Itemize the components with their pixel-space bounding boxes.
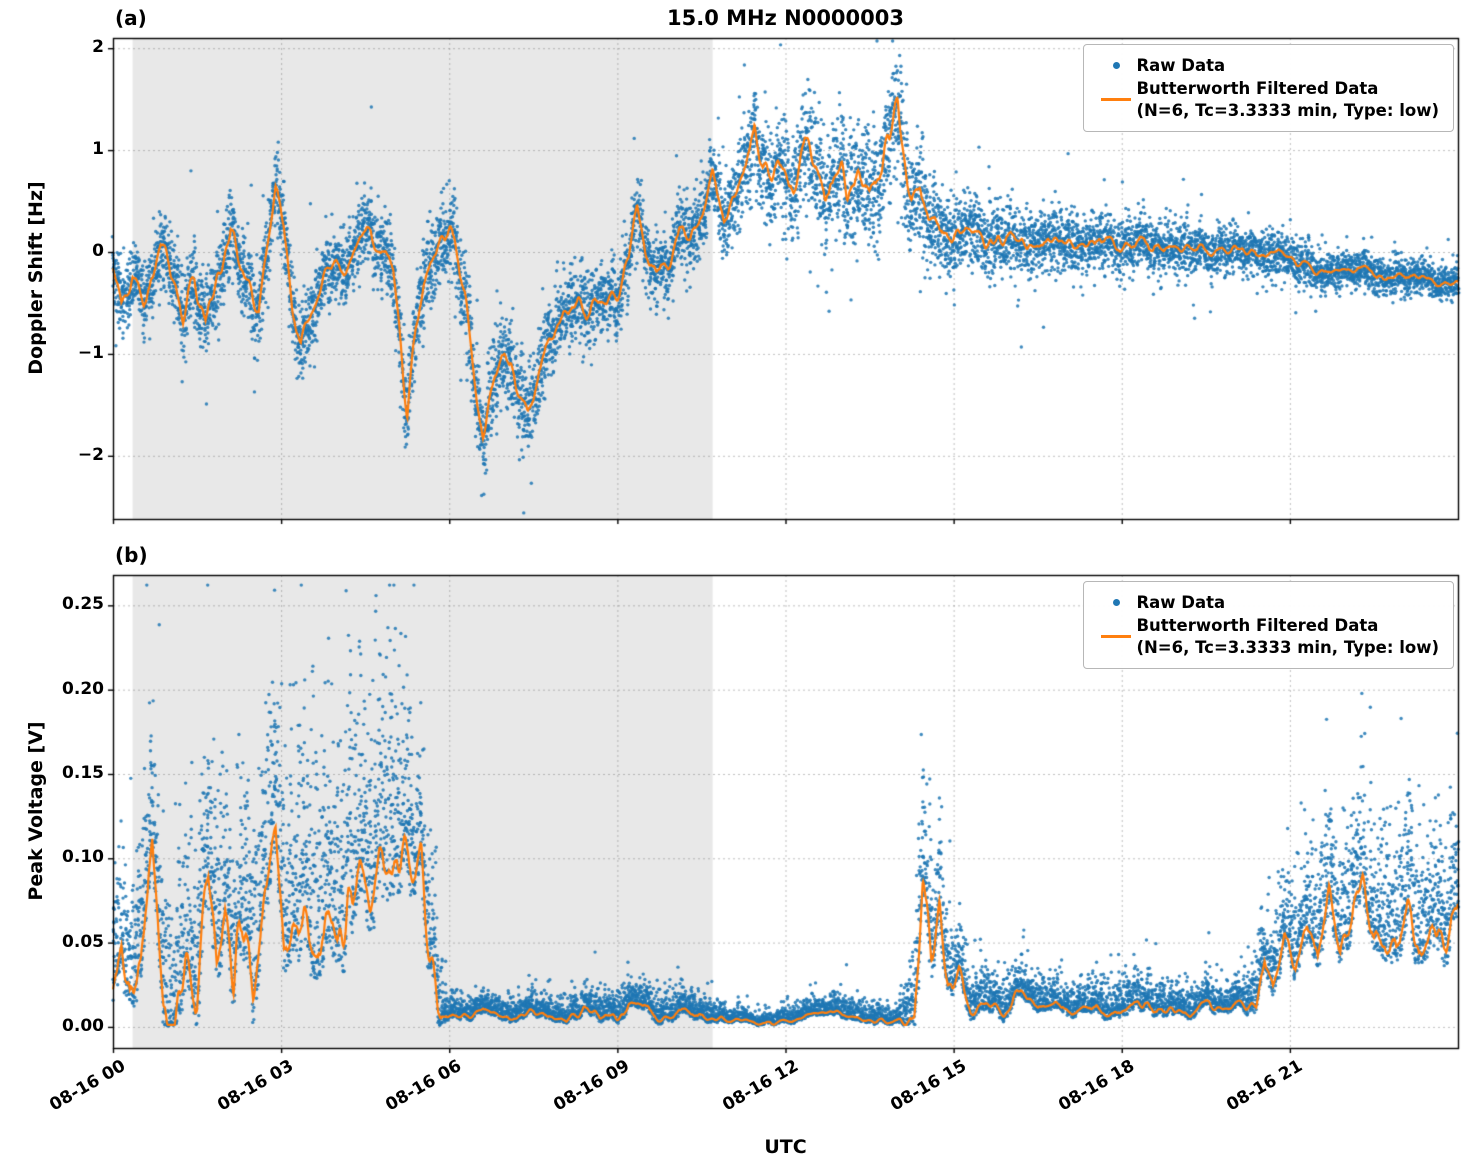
panel-b-ylabel: Peak Voltage [V] [25, 721, 47, 901]
y-tick-label: 0 [92, 241, 104, 261]
y-tick-label: 2 [92, 37, 104, 58]
legend-raw-label: Raw Data [1136, 56, 1226, 75]
legend-entry-filtered: Butterworth Filtered Data (N=6, Tc=3.333… [1096, 615, 1439, 658]
legend-filtered-label-2: (N=6, Tc=3.3333 min, Type: low) [1136, 637, 1439, 657]
y-tick-label: 0.05 [62, 931, 104, 952]
legend-filtered-label-1: Butterworth Filtered Data [1136, 79, 1379, 99]
legend-panel-a: Raw Data Butterworth Filtered Data (N=6,… [1083, 44, 1454, 133]
x-axis-label: UTC [764, 1136, 807, 1158]
raw-data-marker-icon [1096, 599, 1136, 607]
filtered-line-marker-icon [1096, 98, 1136, 102]
y-tick-label: 0.25 [62, 594, 104, 615]
y-tick-label: 0.10 [62, 847, 104, 868]
legend-filtered-label-2: (N=6, Tc=3.3333 min, Type: low) [1136, 100, 1439, 120]
legend-raw-label: Raw Data [1136, 593, 1226, 612]
panel-a-label: (a) [115, 6, 147, 30]
y-tick-label: 0.15 [62, 762, 104, 783]
legend-entry-filtered: Butterworth Filtered Data (N=6, Tc=3.333… [1096, 78, 1439, 121]
y-tick-label: 1 [92, 139, 104, 160]
panel-b-label: (b) [115, 543, 148, 567]
legend-filtered-label-1: Butterworth Filtered Data [1136, 616, 1379, 636]
legend-panel-b: Raw Data Butterworth Filtered Data (N=6,… [1083, 581, 1454, 670]
y-tick-label: 0.20 [62, 678, 104, 699]
y-tick-label: −1 [77, 342, 104, 363]
y-tick-label: −2 [77, 444, 104, 465]
y-tick-label: 0.00 [62, 1015, 104, 1036]
legend-entry-raw: Raw Data [1096, 55, 1439, 76]
legend-entry-raw: Raw Data [1096, 592, 1439, 613]
filtered-line-marker-icon [1096, 635, 1136, 639]
chart-title: 15.0 MHz N0000003 [667, 6, 904, 30]
raw-data-marker-icon [1096, 62, 1136, 70]
